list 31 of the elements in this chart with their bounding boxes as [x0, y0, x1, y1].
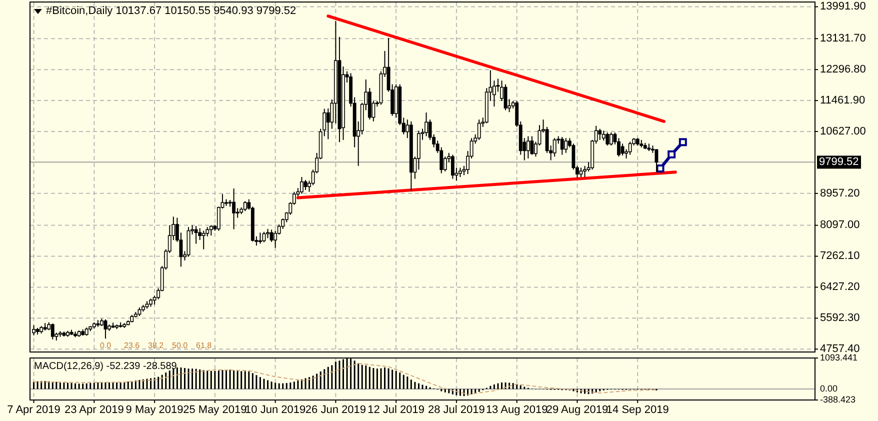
ref-line-label: 9799.52: [819, 156, 859, 168]
annotation: 50.0: [172, 341, 188, 350]
x-tick-label: 12 Jul 2019: [368, 404, 425, 416]
x-tick-label: 14 Sep 2019: [606, 404, 669, 416]
annotation: 23.6: [124, 341, 140, 350]
y-tick-label: 11461.90: [820, 94, 866, 106]
y-tick-label: 8097.00: [820, 219, 860, 232]
x-tick-label: 10 Jun 2019: [245, 404, 306, 416]
annotation: 61.8: [196, 341, 212, 350]
x-tick-label: 7 Apr 2019: [7, 404, 60, 416]
y-tick-label: 13991.90: [820, 0, 866, 13]
y-tick-label: 6427.20: [820, 281, 860, 294]
chart-title: #Bitcoin,Daily 10137.67 10150.55 9540.93 9799.52: [46, 5, 296, 17]
annotation: 38.2: [148, 341, 164, 350]
x-tick-label: 23 Apr 2019: [64, 404, 124, 416]
x-tick-label: 28 Jul 2019: [428, 404, 485, 416]
y-tick-label: 8957.20: [820, 187, 860, 200]
x-tick-label: 26 Jun 2019: [305, 404, 366, 416]
y-tick-label: 5592.30: [820, 312, 860, 324]
x-tick-label: 25 May 2019: [183, 404, 247, 416]
y-tick-label: 10627.00: [820, 125, 866, 138]
chart-title: MACD(12,26,9) -52.239 -28.589: [34, 361, 178, 372]
ref-line-label: 0.00: [820, 383, 838, 394]
x-tick-label: 29 Aug 2019: [546, 404, 608, 416]
y-tick-label: 13131.70: [820, 32, 866, 45]
y-tick-label: 12296.80: [820, 64, 866, 76]
x-tick-label: 13 Aug 2019: [486, 404, 548, 416]
y-tick-label: -388.423: [820, 394, 856, 404]
x-tick-label: 9 May 2019: [126, 404, 184, 416]
annotation: 0.0: [100, 341, 112, 350]
y-tick-label: 7262.10: [820, 250, 860, 262]
